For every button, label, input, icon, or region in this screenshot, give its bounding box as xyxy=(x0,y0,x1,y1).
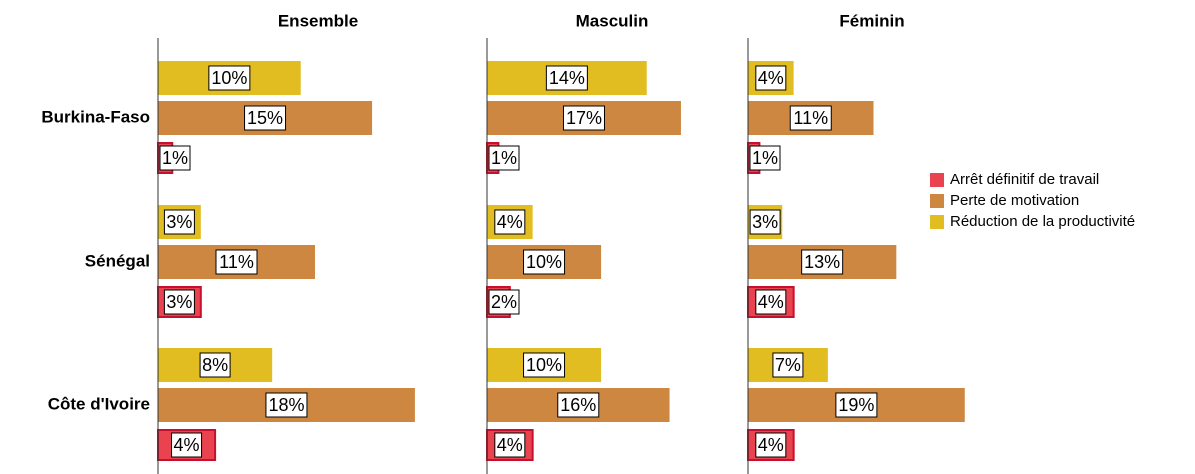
data-label: 11% xyxy=(219,252,254,272)
data-label: 3% xyxy=(166,212,192,232)
label-box xyxy=(159,145,191,171)
data-label: 4% xyxy=(758,292,784,312)
data-label: 4% xyxy=(758,68,784,88)
label-box xyxy=(801,249,844,275)
data-label: 17% xyxy=(566,108,602,128)
label-box xyxy=(755,65,787,91)
data-label: 7% xyxy=(775,355,801,375)
label-box xyxy=(265,392,308,418)
label-box xyxy=(494,209,526,235)
data-label: 4% xyxy=(497,212,523,232)
legend-swatch xyxy=(930,194,944,208)
label-box xyxy=(749,209,781,235)
label-box xyxy=(557,392,600,418)
label-box xyxy=(523,352,566,378)
category-label: Sénégal xyxy=(85,251,150,270)
label-box xyxy=(789,105,832,131)
legend-swatch xyxy=(930,173,944,187)
label-box xyxy=(171,432,203,458)
label-box xyxy=(163,209,195,235)
data-label: 8% xyxy=(202,355,228,375)
data-label: 16% xyxy=(560,395,596,415)
data-label: 4% xyxy=(497,435,523,455)
label-box xyxy=(163,289,195,315)
legend-label: Arrêt définitif de travail xyxy=(950,171,1099,188)
data-label: 2% xyxy=(491,292,517,312)
data-label: 13% xyxy=(804,252,840,272)
label-box xyxy=(749,145,781,171)
category-label: Burkina-Faso xyxy=(41,107,150,126)
data-label: 3% xyxy=(752,212,778,232)
data-label: 18% xyxy=(268,395,304,415)
data-label: 11% xyxy=(793,108,828,128)
data-label: 1% xyxy=(162,148,188,168)
data-label: 10% xyxy=(526,355,562,375)
label-box xyxy=(545,65,588,91)
legend-label: Perte de motivation xyxy=(950,192,1079,209)
data-label: 1% xyxy=(491,148,517,168)
category-label: Côte d'Ivoire xyxy=(48,394,150,413)
panel-title: Ensemble xyxy=(278,11,358,30)
label-box xyxy=(199,352,231,378)
data-label: 14% xyxy=(549,68,585,88)
label-box xyxy=(208,65,251,91)
label-box xyxy=(772,352,804,378)
label-box xyxy=(755,432,787,458)
label-box xyxy=(523,249,566,275)
data-label: 4% xyxy=(758,435,784,455)
label-box xyxy=(494,432,526,458)
label-box xyxy=(835,392,878,418)
legend-swatch xyxy=(930,215,944,229)
label-box xyxy=(562,105,605,131)
label-box xyxy=(488,145,520,171)
label-box xyxy=(215,249,258,275)
data-label: 19% xyxy=(838,395,874,415)
panel-title: Féminin xyxy=(839,11,904,30)
data-label: 4% xyxy=(174,435,200,455)
data-label: 15% xyxy=(247,108,283,128)
legend-label: Réduction de la productivité xyxy=(950,213,1135,230)
data-label: 10% xyxy=(211,68,247,88)
data-label: 3% xyxy=(166,292,192,312)
data-label: 1% xyxy=(752,148,778,168)
data-label: 10% xyxy=(526,252,562,272)
label-box xyxy=(488,289,520,315)
panel-title: Masculin xyxy=(576,11,649,30)
label-box xyxy=(244,105,287,131)
label-box xyxy=(755,289,787,315)
